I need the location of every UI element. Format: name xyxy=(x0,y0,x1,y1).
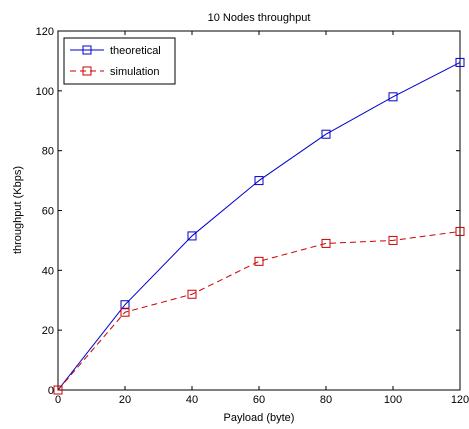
theoretical-line xyxy=(57,61,461,391)
legend-swatch-marker xyxy=(82,45,92,55)
legend: theoretical simulation xyxy=(63,37,176,85)
x-tick-label: 100 xyxy=(384,394,402,406)
theoretical-point xyxy=(388,92,398,102)
x-tick-label: 120 xyxy=(451,394,469,406)
y-axis: 0 20 40 60 80 100 120 xyxy=(36,26,460,397)
y-axis-label: throughput (Kbps) xyxy=(12,166,24,254)
x-tick-label: 80 xyxy=(320,394,332,406)
simulation-point xyxy=(321,238,331,248)
series-theoretical xyxy=(53,57,465,395)
simulation-point xyxy=(455,226,465,236)
simulation-point xyxy=(388,235,398,245)
x-tick-label: 40 xyxy=(186,394,198,406)
simulation-point xyxy=(120,307,130,317)
x-tick-label: 0 xyxy=(55,394,61,406)
simulation-point xyxy=(53,385,63,395)
series-layer xyxy=(53,57,465,395)
y-tick-label: 100 xyxy=(36,86,54,98)
series-simulation xyxy=(53,226,465,395)
simulation-line xyxy=(57,230,461,391)
x-axis-label: Payload (byte) xyxy=(224,412,295,424)
legend-label: theoretical xyxy=(110,45,161,57)
x-axis: 0 20 40 60 80 100 120 xyxy=(55,31,469,406)
chart-title: 10 Nodes throughput xyxy=(208,12,311,24)
legend-item-theoretical: theoretical xyxy=(70,45,161,57)
x-tick-label: 20 xyxy=(119,394,131,406)
x-tick-label: 60 xyxy=(253,394,265,406)
theoretical-point xyxy=(321,129,331,139)
theoretical-point xyxy=(120,300,130,310)
y-tick-label: 120 xyxy=(36,26,54,38)
theoretical-point xyxy=(187,231,197,241)
legend-item-simulation: simulation xyxy=(70,66,160,78)
simulation-point xyxy=(187,289,197,299)
y-tick-label: 60 xyxy=(42,206,54,218)
plot-frame xyxy=(57,30,461,391)
y-tick-label: 40 xyxy=(42,265,54,277)
legend-swatch-marker xyxy=(82,66,92,76)
theoretical-point xyxy=(455,57,465,67)
theoretical-point xyxy=(254,176,264,186)
y-tick-label: 0 xyxy=(48,385,54,397)
legend-label: simulation xyxy=(110,66,160,78)
simulation-point xyxy=(254,256,264,266)
y-tick-label: 20 xyxy=(42,325,54,337)
y-tick-label: 80 xyxy=(42,146,54,158)
